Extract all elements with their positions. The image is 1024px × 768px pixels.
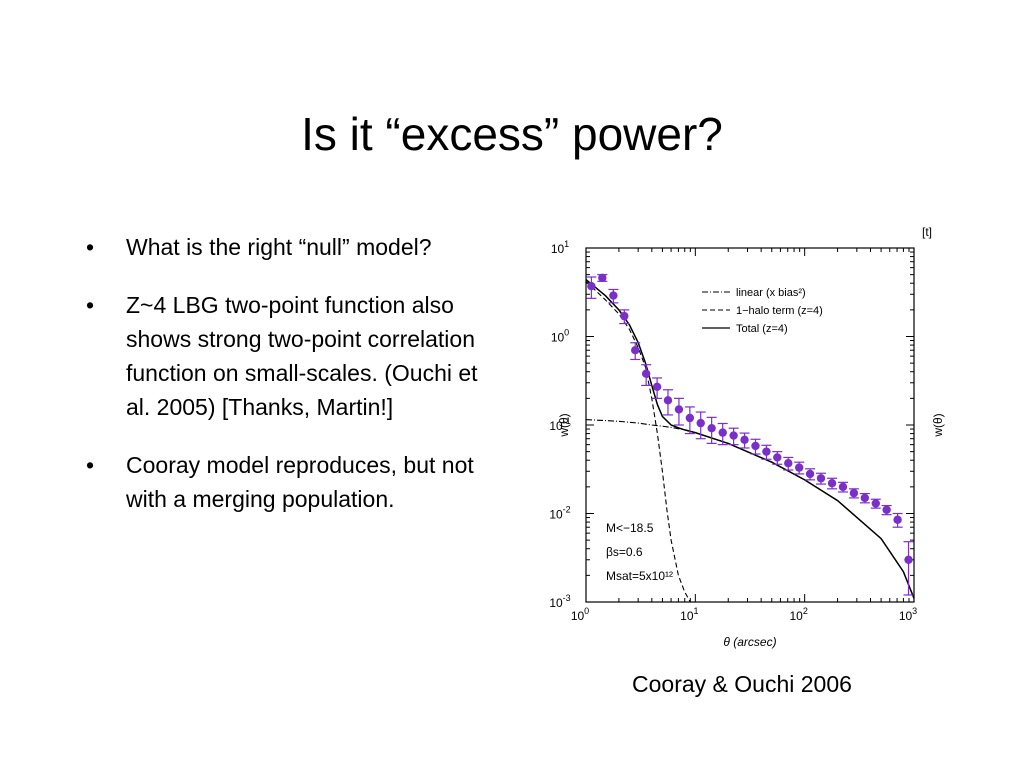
bullet-list: • What is the right “null” model? • Z~4 …	[86, 230, 506, 540]
data-point	[620, 311, 629, 321]
bullet-marker: •	[86, 292, 95, 318]
y-tick-label: 100	[551, 328, 569, 345]
y-tick-label: 101	[551, 239, 569, 256]
data-point	[762, 447, 771, 456]
bullet-text: Z~4 LBG two-point function also shows st…	[126, 292, 478, 420]
data-point	[882, 505, 891, 515]
data-point	[609, 291, 618, 300]
legend-label-linear: linear (x bias²)	[736, 287, 806, 299]
data-point	[784, 459, 793, 468]
data-point	[652, 382, 662, 392]
data-point	[860, 493, 870, 503]
y-tick-label: 10-1	[549, 416, 570, 433]
data-point	[740, 435, 749, 445]
x-tick-label: 102	[789, 606, 807, 623]
parameter-annotations: M<−18.5 βs=0.6 Msat=5x10¹²	[606, 521, 673, 583]
bullet-marker: •	[86, 452, 95, 478]
correlation-function-chart: [t] 100 101 102 103 10-3 10-2 10-1 100 101 line…	[549, 225, 945, 649]
data-point	[674, 405, 684, 414]
data-point	[718, 428, 727, 437]
legend: linear (x bias²) 1−halo term (z=4) Total…	[702, 287, 823, 335]
figure-caption: Cooray & Ouchi 2006	[632, 671, 852, 697]
data-point	[773, 453, 782, 462]
axis-ticks	[585, 248, 914, 603]
bullet-text: Cooray model reproduces, but not with a …	[126, 452, 474, 512]
data-point	[838, 482, 848, 492]
annotation-beta: βs=0.6	[606, 545, 643, 559]
bullet-marker: •	[86, 234, 95, 260]
data-point	[696, 418, 705, 428]
x-axis-label: θ (arcsec)	[723, 635, 776, 649]
data-point	[849, 488, 859, 498]
annotation-msat: Msat=5x10¹²	[606, 569, 673, 583]
x-tick-label: 101	[680, 606, 698, 623]
bullet-item: • Z~4 LBG two-point function also shows …	[86, 288, 506, 424]
data-point	[685, 413, 695, 423]
slide-title: Is it “excess” power?	[301, 108, 723, 160]
bullet-text: What is the right “null” model?	[126, 234, 432, 260]
bullet-item: • What is the right “null” model?	[86, 230, 506, 264]
y-axis-label: w(θ)	[557, 413, 571, 437]
data-point	[663, 396, 673, 405]
data-point	[587, 282, 596, 291]
y-tick-label: 10-2	[549, 505, 570, 522]
corner-label: [t]	[922, 225, 932, 239]
data-point	[598, 273, 607, 283]
data-points	[586, 273, 914, 596]
curve-solid	[585, 279, 915, 599]
y-tick-label: 10-3	[549, 593, 570, 610]
data-point	[631, 346, 640, 355]
data-point	[707, 424, 716, 433]
data-point	[827, 478, 837, 488]
y-tick-labels: 10-3 10-2 10-1 100 101	[549, 239, 570, 610]
legend-label-total: Total (z=4)	[736, 323, 788, 335]
data-point	[871, 499, 880, 508]
x-tick-label: 100	[571, 606, 589, 623]
y-axis-label-right: w(θ)	[931, 413, 945, 437]
data-point	[904, 555, 913, 564]
bullet-item: • Cooray model reproduces, but not with …	[86, 448, 506, 516]
data-point	[816, 474, 826, 483]
data-point	[729, 431, 738, 440]
x-tick-label: 103	[899, 606, 917, 623]
data-point	[893, 515, 902, 524]
legend-label-1halo: 1−halo term (z=4)	[736, 305, 823, 317]
data-point	[794, 463, 804, 472]
x-tick-labels: 100 101 102 103	[571, 606, 917, 623]
annotation-magnitude: M<−18.5	[606, 521, 654, 535]
data-point	[641, 369, 651, 378]
data-point	[751, 441, 760, 451]
data-point	[805, 469, 815, 479]
